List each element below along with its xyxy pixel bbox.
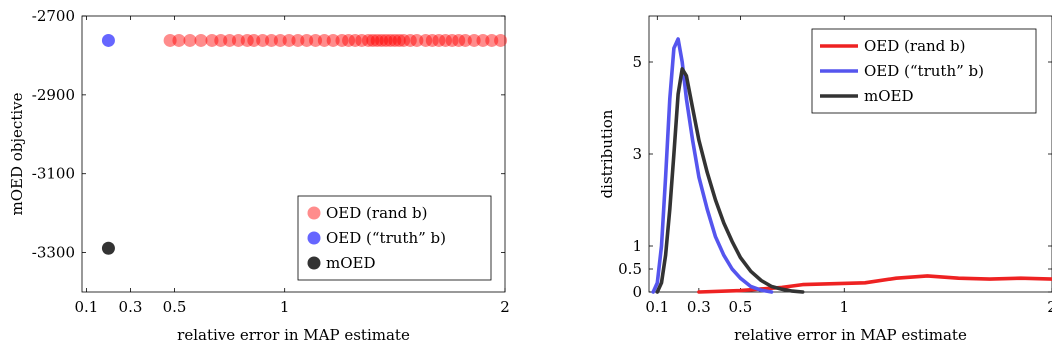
y-tick-label: 3 (632, 145, 642, 163)
x-tick-label: 2 (500, 298, 510, 316)
legend-label-1: OED (“truth” b) (864, 62, 984, 80)
legend-box (811, 28, 1037, 114)
data-point-series-0 (194, 33, 208, 47)
data-point-series-0 (317, 33, 331, 47)
data-point-series-0 (282, 33, 296, 47)
x-axis-label: relative error in MAP estimate (734, 326, 967, 344)
data-point-series-0 (379, 33, 393, 47)
y-tick-label: -3100 (32, 165, 75, 183)
data-point-series-0 (445, 33, 459, 47)
y-axis-label: distribution (598, 109, 616, 198)
data-point-series-0 (247, 33, 261, 47)
y-tick-label: -3300 (32, 244, 75, 262)
data-point-series-0 (361, 33, 375, 47)
data-point-series-0 (439, 33, 453, 47)
data-point-series-0 (291, 33, 305, 47)
data-point-series-0 (388, 33, 402, 47)
legend-label-2: mOED (864, 87, 914, 105)
series-line-2 (655, 67, 805, 294)
data-point-series-0 (458, 33, 472, 47)
data-point-series-0 (205, 33, 219, 47)
data-point-series-0 (335, 33, 349, 47)
data-point-series-0 (172, 33, 186, 47)
legend-marker-1 (307, 231, 321, 245)
x-tick-label: 2 (1047, 298, 1052, 316)
data-point-series-0 (467, 33, 481, 47)
x-tick-label: 0.3 (119, 298, 143, 316)
data-point-series-0 (163, 33, 177, 47)
data-point-series-0 (348, 33, 362, 47)
data-point-series-0 (392, 33, 406, 47)
data-point-series-0 (355, 33, 369, 47)
data-point-series-0 (273, 33, 287, 47)
data-point-series-0 (264, 33, 278, 47)
data-point-series-0 (256, 33, 270, 47)
data-point-series-0 (476, 33, 490, 47)
data-point-series-1 (101, 33, 115, 47)
data-point-series-0 (370, 33, 384, 47)
data-point-series-0 (300, 33, 314, 47)
x-tick-label: 1 (839, 298, 849, 316)
y-axis-label: mOED objective (8, 92, 26, 215)
data-point-series-0 (494, 33, 508, 47)
data-point-series-0 (375, 33, 389, 47)
data-point-series-0 (403, 33, 417, 47)
data-point-series-0 (485, 33, 499, 47)
y-tick-label: 5 (632, 53, 642, 71)
legend-marker-0 (307, 206, 321, 220)
x-axis-label: relative error in MAP estimate (177, 326, 410, 344)
legend-label-1: OED (“truth” b) (326, 229, 446, 247)
y-tick-label: -2900 (32, 86, 75, 104)
chart-left-scatter: 0.1 0.3 0.5 1 2 -2700 -2900 -3100 -3300 relative … (8, 7, 510, 344)
data-point-series-0 (223, 33, 237, 47)
legend-label-0: OED (rand b) (864, 37, 966, 55)
data-point-series-0 (432, 33, 446, 47)
x-tick-label: 0.3 (687, 298, 711, 316)
data-point-series-0 (452, 33, 466, 47)
y-tick-label: 0 (632, 283, 642, 301)
data-point-series-0 (425, 33, 439, 47)
data-point-series-0 (342, 33, 356, 47)
data-point-series-0 (309, 33, 323, 47)
series-line-0 (697, 274, 1052, 294)
legend-box (297, 195, 492, 281)
data-point-series-0 (410, 33, 424, 47)
legend-label-0: OED (rand b) (326, 204, 428, 222)
x-tick-label: 0.5 (728, 298, 752, 316)
data-point-series-0 (397, 33, 411, 47)
y-tick-label: -2700 (32, 7, 75, 25)
y-tick-label: 1 (632, 237, 642, 255)
data-point-series-0 (240, 33, 254, 47)
data-point-series-0 (419, 33, 433, 47)
x-tick-label: 0.5 (163, 298, 187, 316)
x-tick-label: 0.1 (74, 298, 98, 316)
y-tick-label: 0.5 (618, 260, 642, 278)
data-point-series-2 (101, 241, 115, 255)
data-point-series-0 (214, 33, 228, 47)
data-point-series-0 (383, 33, 397, 47)
plot-frame (81, 15, 506, 293)
series-line-1 (651, 37, 774, 294)
data-point-series-0 (366, 33, 380, 47)
chart-right-distribution: 0.1 0.3 0.5 1 2 0 0.5 1 3 5 relative error in MAP … (598, 15, 1052, 344)
x-tick-label: 1 (280, 298, 290, 316)
legend-label-2: mOED (326, 254, 376, 272)
data-point-series-0 (326, 33, 340, 47)
data-point-series-0 (183, 33, 197, 47)
legend-marker-2 (307, 256, 321, 270)
data-point-series-0 (231, 33, 245, 47)
x-tick-label: 0.1 (645, 298, 669, 316)
